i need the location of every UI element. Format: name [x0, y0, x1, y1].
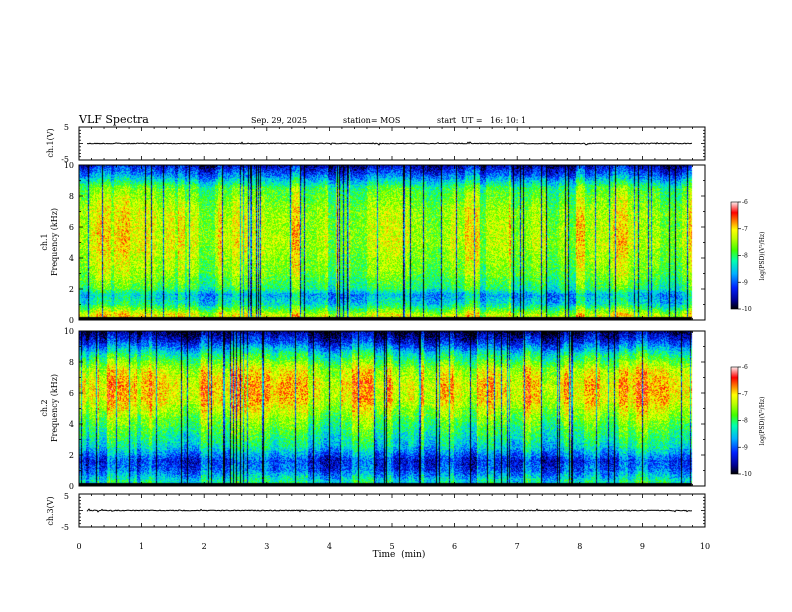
- ch2-spectrogram-ytick-label: 6: [69, 389, 74, 398]
- ch2-spectrogram-ticks: [78, 330, 706, 487]
- ch1-waveform-ylabel: ch.1(V): [46, 128, 55, 157]
- ch2-colorbar-label: log(PSD)(V²/Hz): [759, 397, 766, 446]
- ch2-spectrogram-colorbar-tick-label: -8: [742, 418, 748, 425]
- ch1-spectrogram-ytick-label: 8: [69, 192, 74, 201]
- ch1-waveform-panel: 5 -5 ch.1(V): [46, 123, 706, 164]
- header-start-ut: start UT = 16: 10: 1: [437, 116, 526, 125]
- ch2-spectrogram-panel: 0 2 4 6 8 10 ch.2 Frequency (kHz): [40, 327, 706, 491]
- header-station: station= MOS: [343, 116, 400, 125]
- ch2-spectrogram-ytick-label: 2: [69, 451, 74, 460]
- ch1-spectrogram-colorbar-tick-label: -10: [742, 306, 752, 313]
- ch1-spectrogram-colorbar-tick-label: -9: [742, 279, 748, 286]
- ch1-spectrogram-ytick-label: 0: [69, 316, 74, 325]
- ch1-spectrogram-ytick-label: 10: [64, 161, 74, 170]
- ch1-spectrogram-colorbar-tick-label: -6: [742, 199, 748, 206]
- ch1-spectrogram-ytick-label: 4: [69, 254, 74, 263]
- x-axis-tick-label: 0: [76, 542, 81, 551]
- ch2-spectrogram-image: [79, 331, 705, 486]
- ch2-spectrogram-ytick-label: 4: [69, 420, 74, 429]
- ch1-spectrogram-ytick-label: 6: [69, 223, 74, 232]
- ch1-spectrogram-ytick-label: 2: [69, 285, 74, 294]
- ch2-colorbar-bar: [730, 366, 739, 475]
- ch3-waveform-trace: [86, 508, 693, 513]
- ch3-waveform-ytick-top: 5: [64, 492, 69, 501]
- x-axis-tick-label: 3: [264, 542, 269, 551]
- ch3-waveform-ylabel: ch.3(V): [46, 496, 55, 525]
- ch2-spectrogram-colorbar-tick-label: -9: [742, 444, 748, 451]
- ch1-spectrogram-ytick-labels: 0 2 4 6 8 10: [64, 161, 74, 325]
- ch2-spectrogram-ytick-labels: 0 2 4 6 8 10: [64, 327, 74, 491]
- ch2-spectrogram-colorbar-tick-label: -6: [742, 364, 748, 371]
- x-axis-tick-label: 7: [515, 542, 520, 551]
- header: VLF Spectra Sep. 29, 2025 station= MOS s…: [78, 113, 526, 126]
- ch3-waveform-ticks: [78, 493, 706, 528]
- ch1-waveform-ticks: [78, 126, 706, 161]
- x-axis-tick-label: 5: [389, 542, 394, 551]
- ch1-colorbar-bar: [730, 201, 739, 310]
- ch1-spectrogram-image: [79, 165, 705, 320]
- ch1-spectrogram-colorbar-tick-label: -8: [742, 253, 748, 260]
- ch2-spectrogram-ylabel: Frequency (kHz): [50, 374, 59, 442]
- ch1-waveform-ytick-bottom: -5: [61, 155, 69, 164]
- x-axis-tick-label: 4: [327, 542, 332, 551]
- ch2-spectrogram-colorbar-tick-label: -7: [742, 391, 748, 398]
- ch1-waveform-ytick-top: 5: [64, 123, 69, 132]
- ch1-colorbar-ticks: -6 -7 -8 -9 -10: [738, 199, 752, 313]
- x-axis-tick-label: 1: [139, 542, 144, 551]
- x-axis-tick-label: 9: [640, 542, 645, 551]
- ch2-spectrogram-colorbar-tick-label: -10: [742, 471, 752, 478]
- ch3-waveform-ytick-bottom: -5: [61, 523, 69, 532]
- x-axis-tick-label: 2: [202, 542, 207, 551]
- ch1-colorbar-label: log(PSD)(V²/Hz): [759, 232, 766, 281]
- x-axis-tick-label: 6: [452, 542, 457, 551]
- header-date: Sep. 29, 2025: [251, 116, 307, 125]
- x-axis-tick-labels: 0 1 2 3 4 5 6 7 8 9 10: [76, 542, 710, 551]
- ch3-waveform-panel: 5 -5 ch.3(V): [46, 492, 706, 532]
- figure-title: VLF Spectra: [78, 113, 149, 126]
- ch1-waveform-trace: [87, 141, 693, 146]
- ch2-spectrogram-ytick-label: 0: [69, 482, 74, 491]
- x-axis-label: Time (min): [373, 549, 426, 560]
- ch2-spectrogram-ylabel-channel: ch.2: [40, 399, 49, 416]
- ch1-spectrogram-colorbar-tick-label: -7: [742, 226, 748, 233]
- x-axis-tick-label: 10: [700, 542, 710, 551]
- ch1-spectrogram-ticks: [78, 164, 706, 321]
- ch1-spectrogram-ylabel-channel: ch.1: [40, 233, 49, 250]
- ch1-spectrogram-panel: 0 2 4 6 8 10 ch.1 Frequency (kHz): [40, 161, 706, 325]
- ch2-colorbar: -6 -7 -8 -9 -10 log(PSD)(V²/Hz): [730, 364, 766, 478]
- ch1-colorbar: -6 -7 -8 -9 -10 log(PSD)(V²/Hz): [730, 199, 766, 313]
- ch2-spectrogram-ytick-label: 10: [64, 327, 74, 336]
- x-axis-tick-label: 8: [577, 542, 582, 551]
- ch2-colorbar-ticks: -6 -7 -8 -9 -10: [738, 364, 752, 478]
- ch2-spectrogram-ytick-label: 8: [69, 358, 74, 367]
- ch1-spectrogram-ylabel: Frequency (kHz): [50, 208, 59, 276]
